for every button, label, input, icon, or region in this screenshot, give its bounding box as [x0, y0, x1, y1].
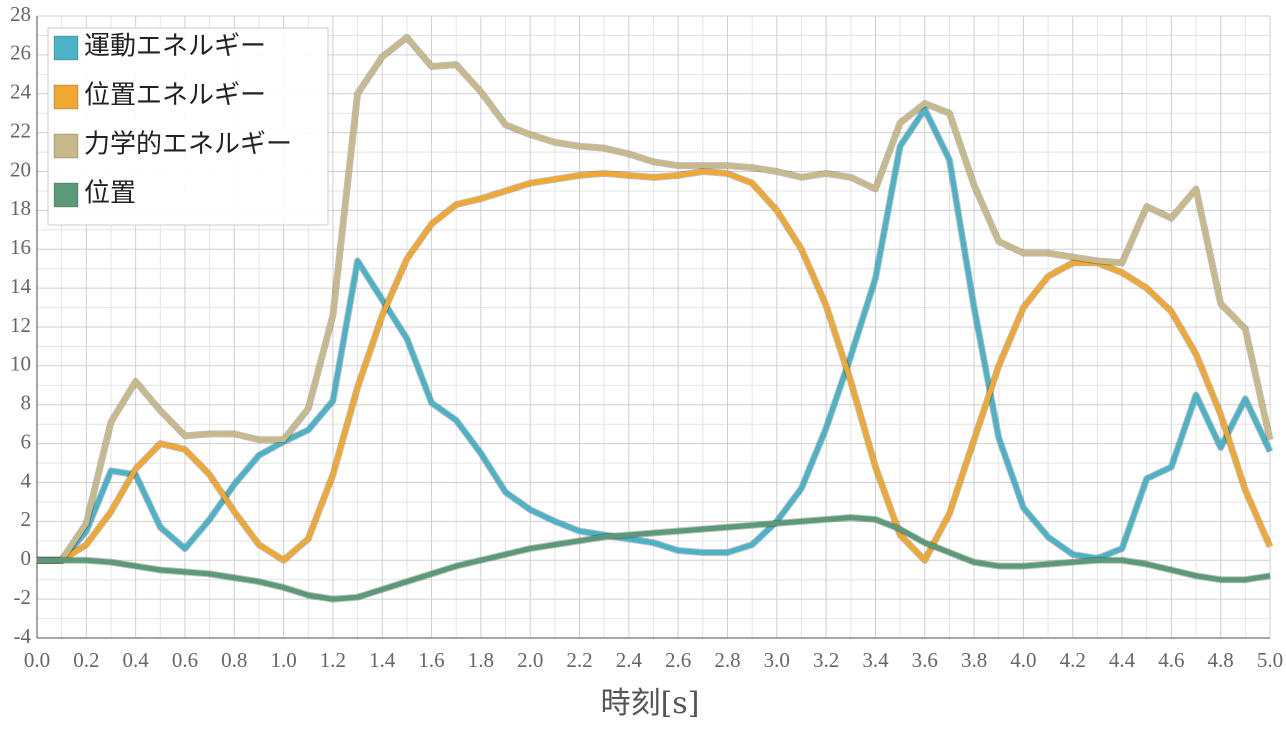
legend-swatch — [53, 133, 79, 159]
legend-swatch — [53, 182, 79, 208]
legend-swatch — [53, 35, 79, 61]
x-tick-label: 3.0 — [764, 648, 790, 672]
x-tick-label: 4.6 — [1158, 648, 1184, 672]
y-tick-label: 2 — [21, 507, 32, 531]
x-tick-label: 4.8 — [1208, 648, 1234, 672]
y-tick-label: 20 — [10, 157, 31, 181]
series-line — [37, 34, 1273, 563]
x-tick-label: 0.6 — [172, 648, 198, 672]
y-tick-label: 24 — [10, 80, 32, 104]
x-tick-label: 2.6 — [665, 648, 691, 672]
x-tick-label: 2.2 — [566, 648, 592, 672]
y-tick-label: -4 — [14, 624, 32, 648]
y-tick-label: 14 — [10, 274, 32, 298]
legend-box — [47, 27, 329, 226]
y-tick-label: 26 — [10, 41, 31, 65]
series-line — [37, 106, 1273, 563]
x-tick-label: 1.0 — [270, 648, 296, 672]
y-tick-label: 22 — [10, 118, 31, 142]
y-tick-label: -2 — [14, 585, 32, 609]
y-tick-label: 6 — [21, 429, 32, 453]
x-tick-label: 4.4 — [1109, 648, 1136, 672]
x-tick-label: 3.8 — [961, 648, 987, 672]
y-tick-label: 28 — [10, 2, 31, 26]
legend-label: 位置 — [84, 179, 136, 209]
x-tick-label: 0.4 — [123, 648, 150, 672]
x-tick-label: 3.4 — [862, 648, 889, 672]
x-tick-label: 3.6 — [912, 648, 938, 672]
x-axis-label: 時刻[s] — [601, 686, 700, 721]
y-tick-label: 12 — [10, 313, 31, 337]
plot — [37, 33, 1274, 603]
legend-swatch — [53, 84, 79, 110]
series-line — [37, 169, 1273, 563]
x-tick-label: 1.6 — [418, 648, 444, 672]
y-tick-label: 16 — [10, 235, 31, 259]
x-tick-label: 2.8 — [714, 648, 740, 672]
x-tick-label: 1.4 — [369, 648, 396, 672]
series-line — [37, 514, 1271, 602]
y-tick-label: 8 — [21, 391, 32, 415]
y-tick-label: 4 — [21, 468, 32, 492]
y-tick-label: 0 — [21, 546, 32, 570]
legend-label: 運動エネルギー — [84, 32, 266, 62]
x-tick-label: 2.0 — [517, 648, 543, 672]
x-tick-label: 1.2 — [320, 648, 346, 672]
x-tick-label: 2.4 — [616, 648, 643, 672]
legend-label: 力学的エネルギー — [84, 130, 292, 160]
x-tick-label: 4.2 — [1060, 648, 1086, 672]
x-tick-label: 0.2 — [73, 648, 99, 672]
x-tick-label: 4.0 — [1010, 648, 1036, 672]
legend-label: 位置エネルギー — [84, 81, 266, 111]
x-tick-label: 5.0 — [1257, 648, 1283, 672]
x-tick-label: 0.8 — [221, 648, 247, 672]
x-tick-label: 0.0 — [24, 648, 50, 672]
y-tick-label: 10 — [10, 352, 31, 376]
y-tick-label: 18 — [10, 196, 31, 220]
x-tick-label: 1.8 — [468, 648, 494, 672]
x-tick-label: 3.2 — [813, 648, 839, 672]
